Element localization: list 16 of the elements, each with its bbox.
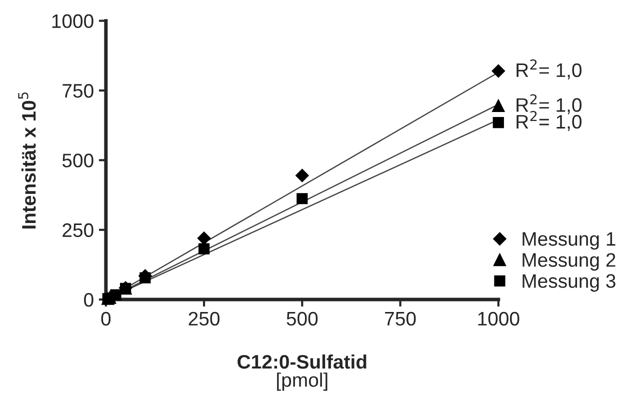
legend-label: Messung 2 [522,253,616,271]
legend-label: Messung 1 [522,232,616,250]
y-tick-label: 0 [84,292,94,307]
x-tick-label: 500 [286,312,318,326]
y-tick-label: 750 [62,84,94,98]
text: R$^{2}$= 1,0 [516,59,582,80]
x-tick-label: 1000 [478,312,520,326]
y-axis-title: Intensität x 10$^{5}$ [18,92,36,228]
legend-label: Messung 3 [522,274,616,292]
y-tick-label: 1000 [52,14,94,28]
y-tick-label: 500 [62,154,94,168]
y-tick-label: 250 [62,223,94,238]
x-tick-label: 750 [385,312,416,326]
x-tick-label: 250 [188,312,220,326]
x-tick-label: 0 [101,312,111,326]
text: C12:0-Sulfatid [pmol] [238,354,366,391]
